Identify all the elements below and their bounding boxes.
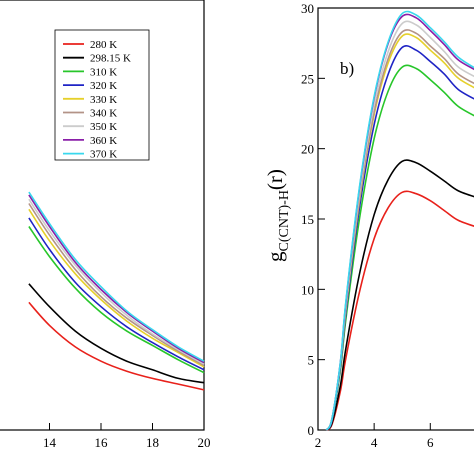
legend-entry: 280 K [90, 39, 117, 51]
left-x-tick-label: 20 [198, 435, 211, 450]
right-y-tick-label: 0 [308, 423, 315, 438]
legend-entry: 298.15 K [90, 53, 131, 65]
right-y-tick-label: 5 [308, 353, 315, 368]
series-line-280-k [325, 190, 474, 431]
y-axis-label-sub: C(CNT)-H [277, 190, 292, 251]
series-line-330-k [28, 208, 205, 368]
right-axis-ticks: 0 5 10 15 20 25 30 2 4 6 [301, 1, 434, 450]
legend-entry: 340 K [90, 108, 117, 120]
series-line-320-k [325, 45, 474, 431]
y-axis-label-main: g [263, 251, 287, 262]
right-y-tick-label: 15 [301, 212, 314, 227]
y-axis-label: gC(CNT)-H(r) [263, 169, 292, 262]
right-y-tick-label: 20 [301, 142, 314, 157]
series-line-340-k [325, 29, 474, 431]
series-line-310-k [28, 226, 205, 374]
series-line-310-k [325, 64, 474, 431]
legend-box [54, 29, 150, 161]
series-line-370-k [325, 10, 474, 431]
series-line-298-15-k [28, 283, 205, 384]
series-line-340-k [28, 203, 205, 367]
legend-entry: 370 K [90, 149, 117, 161]
right-y-tick-label: 10 [301, 282, 314, 297]
left-x-tick-label: 14 [43, 435, 57, 450]
right-series-lines [325, 10, 474, 431]
right-y-tick-label: 25 [301, 71, 314, 86]
left-x-tick-label: 18 [146, 435, 159, 450]
series-line-360-k [28, 194, 205, 364]
right-x-tick-label: 2 [315, 435, 322, 450]
left-x-ticks: 14 16 18 20 [43, 423, 211, 450]
y-axis-label-tail: (r) [263, 169, 287, 190]
left-series-lines [28, 191, 205, 391]
panel-label: b) [340, 59, 354, 78]
right-x-tick-label: 6 [427, 435, 434, 450]
right-panel: 0 5 10 15 20 25 30 2 4 6 b) gC(CNT)-H(r) [263, 1, 474, 450]
legend-entry: 360 K [90, 135, 117, 147]
right-y-tick-label: 30 [301, 1, 314, 16]
series-line-280-k [28, 301, 205, 391]
series-line-330-k [325, 33, 474, 431]
right-x-tick-label: 4 [371, 435, 378, 450]
series-line-350-k [28, 198, 205, 365]
legend-entry: 320 K [90, 80, 117, 92]
series-line-370-k [28, 191, 205, 362]
left-x-tick-label: 16 [95, 435, 109, 450]
legend-entry: 310 K [90, 66, 117, 78]
series-line-320-k [28, 217, 205, 371]
legend-entry: 350 K [90, 121, 117, 133]
series-line-298-15-k [325, 159, 474, 431]
legend-entry: 330 K [90, 94, 117, 106]
